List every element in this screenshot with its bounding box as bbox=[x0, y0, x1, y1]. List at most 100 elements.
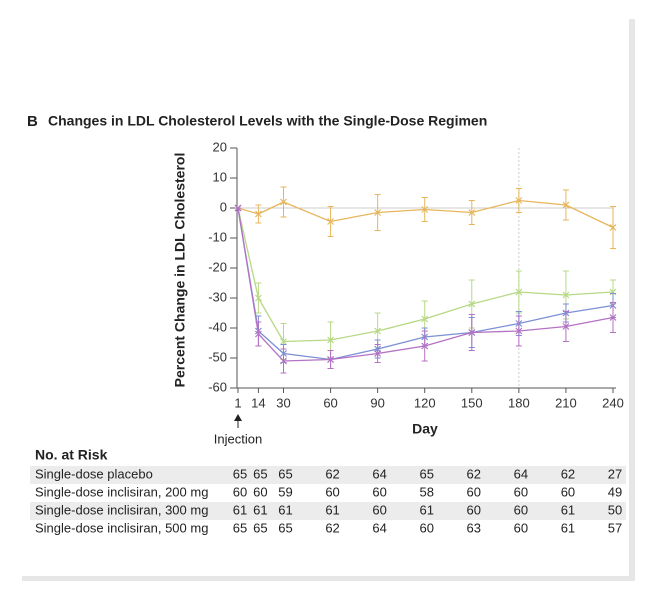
risk-row-label: Single-dose inclisiran, 300 mg bbox=[35, 502, 208, 517]
series-line bbox=[237, 207, 614, 361]
risk-value: 60 bbox=[325, 484, 339, 499]
risk-value: 65 bbox=[278, 466, 292, 481]
risk-value: 57 bbox=[608, 520, 622, 535]
point-marker bbox=[327, 356, 334, 363]
y-tick-label: -40 bbox=[208, 319, 227, 334]
point-marker bbox=[468, 329, 476, 336]
y-tick-label: 10 bbox=[213, 169, 227, 184]
chart-title: Changes in LDL Cholesterol Levels with t… bbox=[48, 113, 487, 129]
risk-value: 60 bbox=[514, 520, 528, 535]
injection-label: Injection bbox=[214, 431, 262, 446]
point-marker bbox=[374, 350, 382, 357]
risk-value: 65 bbox=[253, 520, 267, 535]
point-marker bbox=[515, 288, 523, 296]
risk-value: 60 bbox=[561, 484, 575, 499]
x-tick-label: 60 bbox=[323, 395, 337, 410]
point-marker bbox=[515, 197, 523, 204]
point-marker bbox=[609, 314, 617, 321]
x-tick-label: 150 bbox=[461, 395, 483, 410]
x-axis-title: Day bbox=[412, 421, 438, 437]
point-marker bbox=[327, 336, 334, 344]
risk-value: 62 bbox=[325, 520, 339, 535]
point-marker bbox=[254, 294, 262, 302]
x-tick-label: 30 bbox=[276, 395, 290, 410]
risk-value: 61 bbox=[419, 502, 433, 517]
row-band bbox=[30, 502, 626, 520]
risk-value: 65 bbox=[419, 466, 433, 481]
point-marker bbox=[562, 291, 570, 299]
series-line bbox=[237, 207, 614, 362]
x-tick-label: 120 bbox=[414, 395, 436, 410]
point-marker bbox=[254, 210, 262, 218]
point-marker bbox=[327, 218, 334, 225]
risk-value: 64 bbox=[514, 466, 528, 481]
risk-value: 60 bbox=[372, 502, 386, 517]
point-marker bbox=[374, 327, 382, 335]
risk-value: 60 bbox=[233, 484, 247, 499]
y-tick-label: 20 bbox=[213, 139, 227, 154]
y-tick-label: -20 bbox=[208, 259, 227, 274]
point-marker bbox=[421, 206, 429, 213]
risk-value: 59 bbox=[278, 484, 292, 499]
series-line bbox=[237, 207, 614, 343]
y-tick-label: -30 bbox=[208, 289, 227, 304]
risk-value: 49 bbox=[608, 484, 622, 499]
risk-value: 65 bbox=[253, 466, 267, 481]
point-marker bbox=[280, 338, 287, 345]
risk-value: 60 bbox=[372, 484, 386, 499]
risk-row-label: Single-dose inclisiran, 500 mg bbox=[35, 520, 208, 535]
y-tick-label: -50 bbox=[208, 349, 227, 364]
point-marker bbox=[562, 201, 570, 209]
risk-value: 60 bbox=[253, 484, 267, 499]
point-marker bbox=[280, 198, 287, 206]
point-marker bbox=[562, 323, 570, 330]
point-marker bbox=[609, 224, 617, 231]
point-marker bbox=[421, 315, 429, 323]
point-marker bbox=[421, 342, 429, 350]
y-axis-title: Percent Change in LDL Cholesterol bbox=[172, 153, 188, 388]
x-tick-label: 210 bbox=[555, 395, 577, 410]
point-marker bbox=[468, 209, 476, 216]
point-marker bbox=[515, 327, 523, 335]
risk-value: 61 bbox=[325, 502, 339, 517]
y-tick-label: -60 bbox=[208, 379, 227, 394]
point-marker bbox=[234, 204, 242, 212]
y-tick-label: 0 bbox=[220, 199, 227, 214]
point-marker bbox=[280, 357, 287, 365]
y-tick-label: -10 bbox=[208, 229, 227, 244]
risk-value: 58 bbox=[419, 484, 433, 499]
risk-value: 61 bbox=[561, 520, 575, 535]
x-tick-label: 1 bbox=[234, 395, 241, 410]
risk-value: 64 bbox=[372, 520, 386, 535]
risk-row-label: Single-dose placebo bbox=[35, 466, 153, 481]
risk-value: 64 bbox=[372, 466, 386, 481]
point-marker bbox=[468, 300, 476, 308]
risk-value: 61 bbox=[561, 502, 575, 517]
risk-value: 65 bbox=[278, 520, 292, 535]
x-tick-label: 240 bbox=[602, 395, 624, 410]
risk-value: 50 bbox=[608, 502, 622, 517]
risk-table-title: No. at Risk bbox=[35, 447, 108, 463]
risk-value: 62 bbox=[325, 466, 339, 481]
risk-value: 61 bbox=[278, 502, 292, 517]
risk-value: 60 bbox=[419, 520, 433, 535]
risk-value: 60 bbox=[467, 502, 481, 517]
x-tick-label: 180 bbox=[508, 395, 530, 410]
point-marker bbox=[254, 330, 262, 338]
x-tick-label: 90 bbox=[370, 395, 384, 410]
risk-value: 65 bbox=[233, 520, 247, 535]
risk-value: 61 bbox=[253, 502, 267, 517]
risk-value: 60 bbox=[514, 484, 528, 499]
risk-value: 61 bbox=[233, 502, 247, 517]
risk-value: 60 bbox=[467, 484, 481, 499]
panel-label: B bbox=[27, 113, 38, 130]
risk-value: 65 bbox=[233, 466, 247, 481]
risk-value: 62 bbox=[467, 466, 481, 481]
injection-arrowhead bbox=[234, 414, 242, 421]
point-marker bbox=[374, 209, 382, 216]
risk-row-label: Single-dose inclisiran, 200 mg bbox=[35, 484, 208, 499]
risk-value: 62 bbox=[561, 466, 575, 481]
risk-value: 63 bbox=[467, 520, 481, 535]
